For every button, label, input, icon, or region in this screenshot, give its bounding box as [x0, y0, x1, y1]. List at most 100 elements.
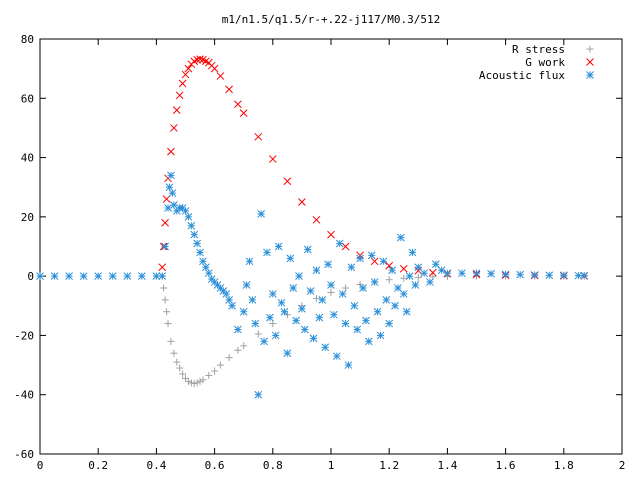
series-g-work: [158, 55, 589, 280]
data-point: [399, 264, 408, 273]
y-tick-label: 40: [21, 152, 34, 165]
data-point: [405, 272, 414, 280]
data-point: [164, 204, 172, 212]
data-point: [36, 272, 44, 280]
y-axis: -60 -40 -20 0 20 40 60 80: [14, 33, 622, 461]
data-point: [176, 364, 184, 372]
data-point: [321, 343, 330, 352]
data-point: [242, 281, 251, 289]
data-point: [385, 276, 393, 284]
data-point: [239, 109, 248, 117]
legend-label: Acoustic flux: [479, 69, 565, 82]
data-point: [298, 304, 306, 313]
data-point: [271, 331, 280, 340]
data-point: [266, 313, 274, 322]
data-point: [414, 263, 423, 272]
data-point: [263, 248, 271, 257]
data-point: [196, 55, 204, 64]
x-tick-label: 1.8: [554, 459, 574, 472]
data-point: [274, 242, 283, 251]
data-point: [382, 296, 391, 304]
x-tick-label: 1.6: [496, 459, 516, 472]
data-point: [516, 270, 525, 279]
data-point: [172, 106, 181, 114]
data-point: [399, 290, 408, 298]
x-tick-label: 0.8: [263, 459, 283, 472]
data-point: [216, 361, 224, 369]
data-point: [161, 296, 169, 304]
data-point: [184, 213, 193, 221]
y-tick-label: -20: [14, 329, 34, 342]
data-point: [257, 210, 266, 218]
data-point: [260, 337, 268, 346]
data-point: [341, 242, 350, 251]
data-point: [501, 270, 510, 279]
data-point: [327, 288, 335, 296]
x-tick-label: 1.4: [437, 459, 457, 472]
data-point: [167, 337, 175, 345]
data-point: [225, 296, 234, 304]
data-point: [443, 269, 452, 278]
data-point: [277, 298, 286, 307]
data-point: [168, 189, 177, 197]
legend-label: R stress: [512, 43, 565, 56]
data-point: [402, 307, 411, 316]
data-point: [170, 349, 178, 357]
data-point: [367, 251, 376, 260]
data-point: [391, 301, 399, 310]
data-point: [306, 287, 315, 295]
data-point: [234, 100, 242, 109]
data-point: [199, 376, 207, 384]
data-point: [193, 379, 201, 387]
data-point: [211, 367, 219, 375]
data-point: [190, 230, 199, 239]
data-point: [341, 319, 350, 328]
x-tick-label: 0: [37, 459, 44, 472]
data-point: [254, 390, 263, 399]
y-tick-label: 80: [21, 33, 34, 46]
data-point: [295, 272, 303, 280]
data-point: [245, 257, 254, 266]
data-point: [315, 313, 324, 322]
data-point: [216, 72, 225, 80]
data-point: [182, 374, 189, 382]
data-point: [268, 290, 277, 298]
data-point: [184, 377, 192, 385]
x-tick-label: 2: [619, 459, 626, 472]
y-tick-label: -60: [14, 448, 34, 461]
data-point: [385, 261, 394, 270]
data-point: [388, 266, 396, 275]
data-point: [283, 177, 292, 186]
y-tick-label: -40: [14, 389, 34, 402]
data-point: [327, 230, 335, 239]
data-point: [228, 301, 236, 310]
data-point: [248, 296, 257, 304]
data-point: [286, 254, 295, 263]
data-point: [324, 260, 332, 269]
data-point: [187, 221, 196, 230]
data-point: [184, 64, 193, 73]
data-point: [193, 239, 201, 248]
data-point: [420, 269, 428, 278]
data-point: [359, 284, 367, 292]
data-point: [280, 307, 289, 316]
data-point: [338, 290, 347, 298]
data-point: [408, 248, 417, 257]
x-tick-label: 0.4: [146, 459, 166, 472]
data-point: [559, 271, 568, 280]
data-point: [574, 271, 583, 280]
legend-label: G work: [525, 56, 565, 69]
data-point: [204, 269, 213, 278]
x-axis: 0 0.2 0.4 0.6 0.8 1 1.2 1.4 1.6 1.8 2: [37, 39, 626, 472]
y-tick-label: 20: [21, 211, 34, 224]
data-point: [193, 55, 201, 64]
data-point: [298, 198, 306, 206]
data-point: [545, 271, 554, 280]
data-point: [158, 272, 167, 280]
data-point: [137, 272, 146, 280]
data-point: [79, 272, 88, 280]
data-point: [167, 171, 175, 180]
data-point: [426, 278, 434, 286]
data-point: [196, 248, 204, 257]
data-point: [108, 272, 117, 280]
